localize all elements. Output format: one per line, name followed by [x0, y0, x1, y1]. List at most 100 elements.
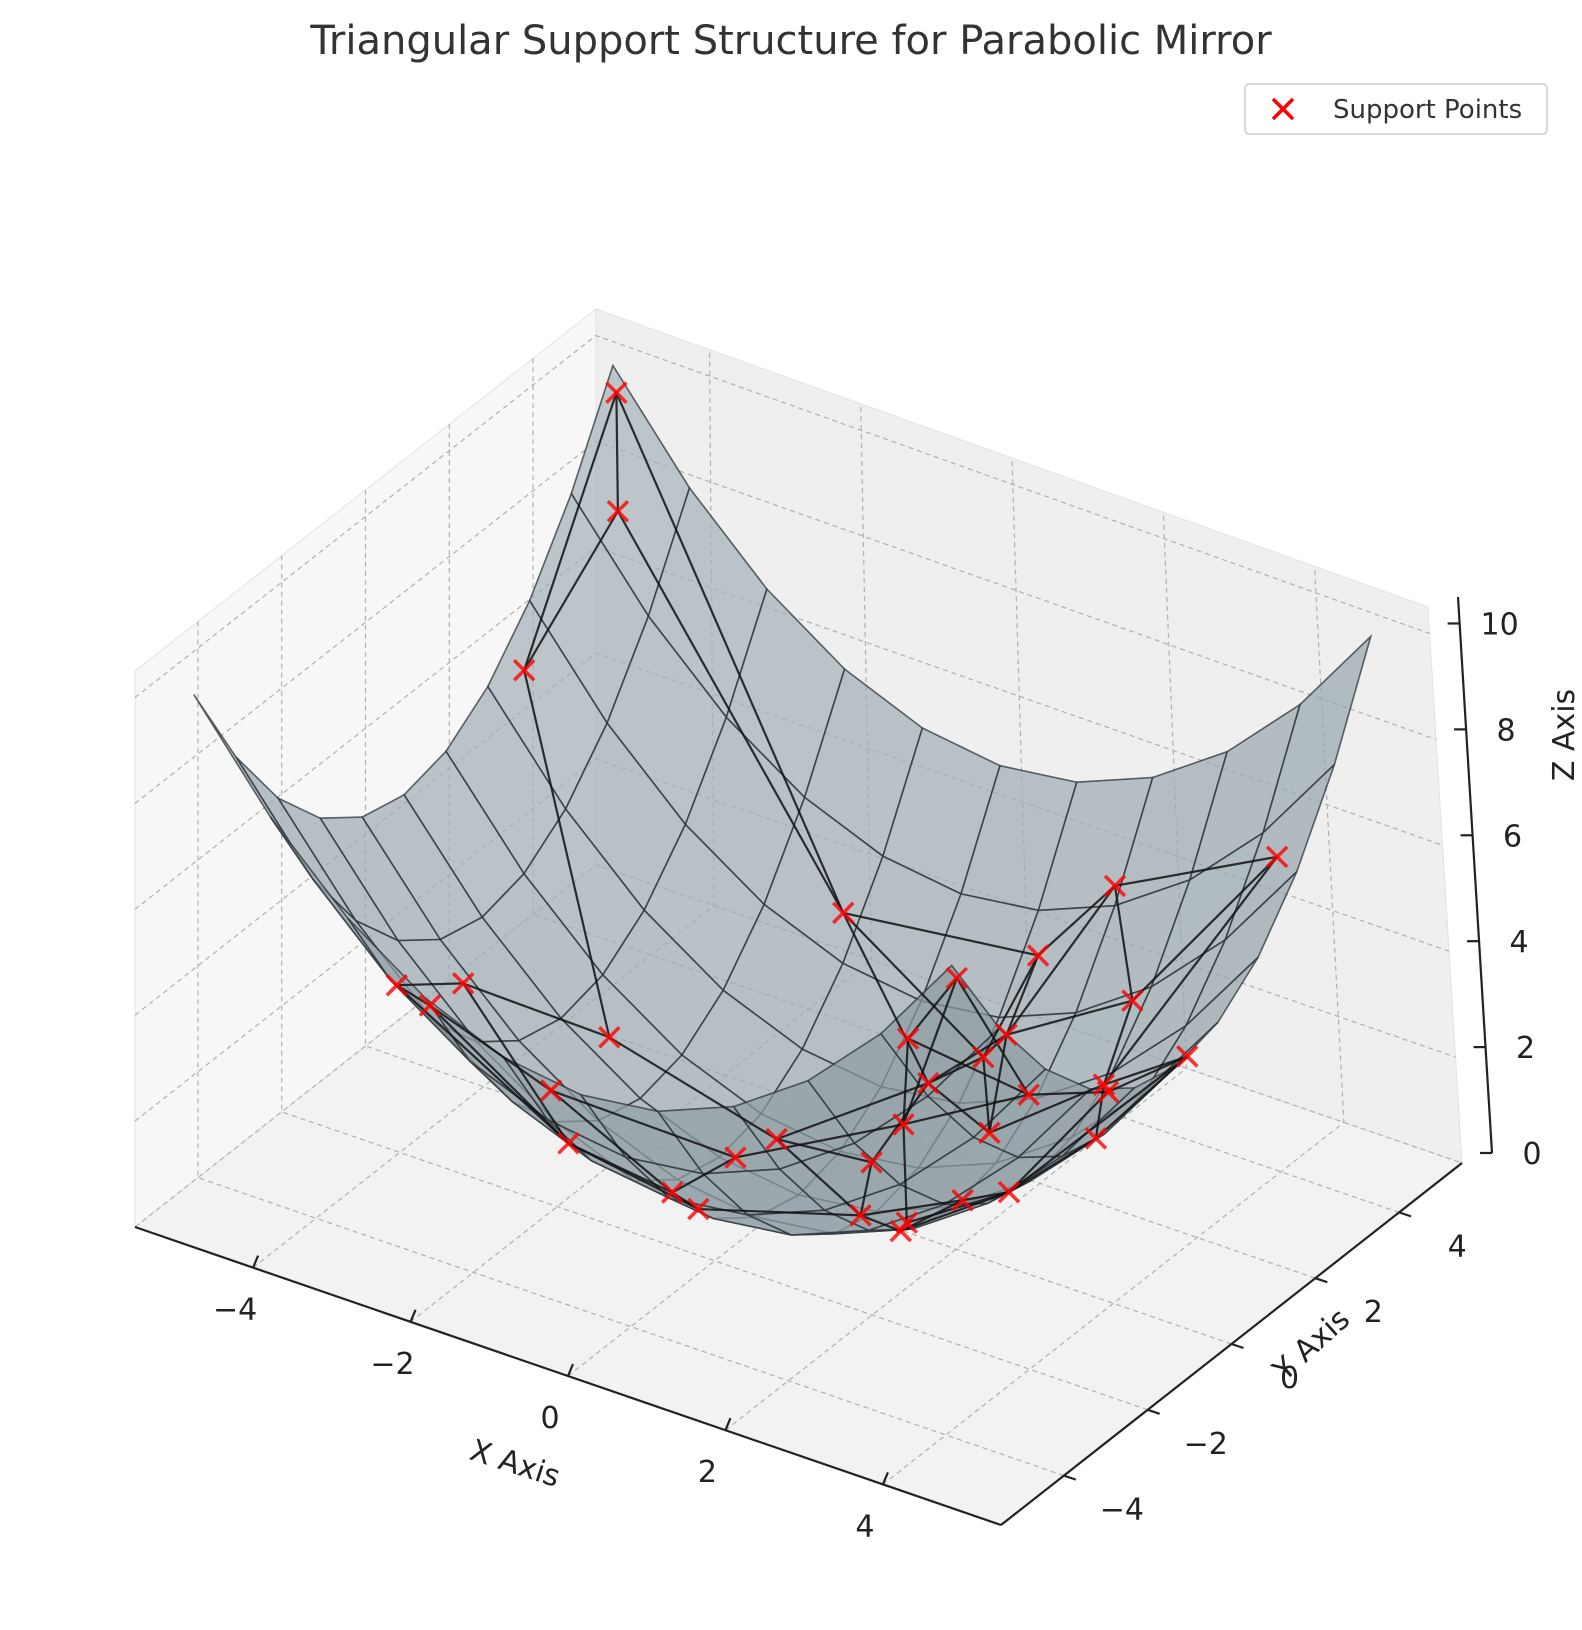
support-point: [895, 1211, 919, 1234]
support-point: [860, 1151, 883, 1174]
truss-edge: [955, 977, 1030, 1096]
truss-edge: [982, 1057, 991, 1133]
mirror-surface: [193, 363, 1373, 1236]
x-tick-label: 2: [698, 1455, 717, 1490]
support-points: [385, 381, 1289, 1243]
truss-edge: [1102, 1000, 1134, 1086]
y-tick-label: −2: [1184, 1427, 1228, 1462]
truss-edge: [860, 1214, 902, 1233]
support-point: [849, 1204, 872, 1227]
support-point: [724, 1146, 747, 1169]
truss-edge: [776, 1082, 929, 1141]
support-point: [385, 973, 409, 997]
support-point: [1026, 944, 1050, 967]
truss-edge: [902, 1124, 908, 1223]
truss-edge: [1094, 1084, 1105, 1139]
x-axis-label: X Axis: [466, 1433, 565, 1495]
truss-edge: [1102, 856, 1278, 1086]
support-truss: [396, 392, 1278, 1233]
truss-edge: [988, 1034, 1008, 1133]
truss-edge: [1008, 1055, 1188, 1193]
support-point: [917, 1071, 940, 1095]
truss-edge: [1008, 1091, 1109, 1193]
y-tick-label: 4: [1448, 1229, 1467, 1264]
y-tick-label: −4: [1100, 1493, 1144, 1528]
support-point: [1017, 1083, 1040, 1106]
truss-edge: [842, 912, 930, 1084]
support-point: [687, 1197, 710, 1221]
support-point: [606, 500, 630, 523]
truss-edge: [608, 1036, 778, 1141]
support-point: [1121, 989, 1144, 1012]
z-tick-label: 4: [1510, 925, 1529, 960]
y-tick-label: 0: [1280, 1361, 1299, 1396]
support-point: [972, 1045, 995, 1069]
x-tick-label: −4: [213, 1293, 257, 1328]
support-point: [605, 381, 628, 404]
truss-edge: [903, 1093, 1029, 1126]
legend: Support Points: [1244, 83, 1548, 135]
truss-edge: [902, 1038, 910, 1125]
z-axis-line: [1456, 596, 1494, 1154]
x-tick: [252, 1255, 260, 1269]
truss-edge: [842, 911, 1039, 957]
support-point: [512, 659, 536, 682]
grid-z-line: [134, 334, 1430, 698]
support-point: [997, 1180, 1021, 1204]
truss-edge: [550, 1089, 673, 1194]
x-tick: [566, 1363, 575, 1377]
support-point: [661, 1181, 684, 1204]
truss-edge: [462, 982, 610, 1039]
truss-edge: [776, 1138, 872, 1164]
y-tick: [1147, 1408, 1161, 1415]
truss-edge: [842, 912, 985, 1058]
truss-edge: [462, 982, 570, 1144]
truss-edge: [902, 977, 958, 1125]
y-tick: [1231, 1342, 1244, 1350]
truss-edge: [1037, 885, 1116, 957]
truss-edge: [1008, 1137, 1097, 1194]
z-tick-label: 8: [1497, 713, 1516, 748]
truss-edge: [1103, 1055, 1188, 1086]
support-point: [1176, 1045, 1199, 1068]
support-point: [1265, 845, 1289, 869]
truss-edge: [859, 1162, 873, 1216]
x-tick-label: 4: [855, 1509, 874, 1544]
truss-edge: [775, 1138, 862, 1217]
z-tick-label: 10: [1481, 607, 1519, 642]
truss-edge: [907, 1037, 1030, 1096]
truss-edge: [396, 982, 464, 987]
truss-edge: [927, 1056, 984, 1085]
y-tick: [1314, 1277, 1328, 1284]
truss-edge: [568, 1142, 673, 1194]
support-point: [978, 1121, 1001, 1144]
truss-edge: [982, 954, 1040, 1058]
support-point: [539, 1079, 563, 1102]
truss-edge: [615, 392, 845, 914]
axes: −4 −2 0 2 4 −4 −2 0 2 4 0 2 4 6 8 10: [134, 596, 1542, 1544]
support-point: [557, 1132, 580, 1155]
y-tick-label: 2: [1364, 1295, 1383, 1330]
support-point: [1084, 1127, 1108, 1150]
truss-edge: [1005, 955, 1040, 1036]
truss-edge: [523, 670, 611, 1038]
x-tick: [881, 1471, 889, 1485]
truss-edge: [1114, 855, 1278, 887]
support-point: [951, 1189, 974, 1212]
truss-edge: [1095, 1055, 1189, 1140]
truss-edge: [1006, 999, 1133, 1036]
truss-edge: [698, 1207, 861, 1217]
chart-title: Triangular Support Structure for Parabol…: [309, 18, 1272, 64]
x-tick: [724, 1417, 732, 1431]
y-tick: [1063, 1474, 1077, 1481]
truss-edge: [671, 1156, 737, 1194]
truss-edge: [927, 1033, 1008, 1085]
truss-edge: [429, 1004, 552, 1092]
truss-edge: [429, 1004, 570, 1145]
truss-edge: [616, 510, 845, 914]
support-point: [892, 1113, 915, 1136]
truss-edge: [523, 510, 619, 671]
truss-edge: [1107, 1055, 1188, 1093]
truss-edge: [735, 1123, 904, 1159]
